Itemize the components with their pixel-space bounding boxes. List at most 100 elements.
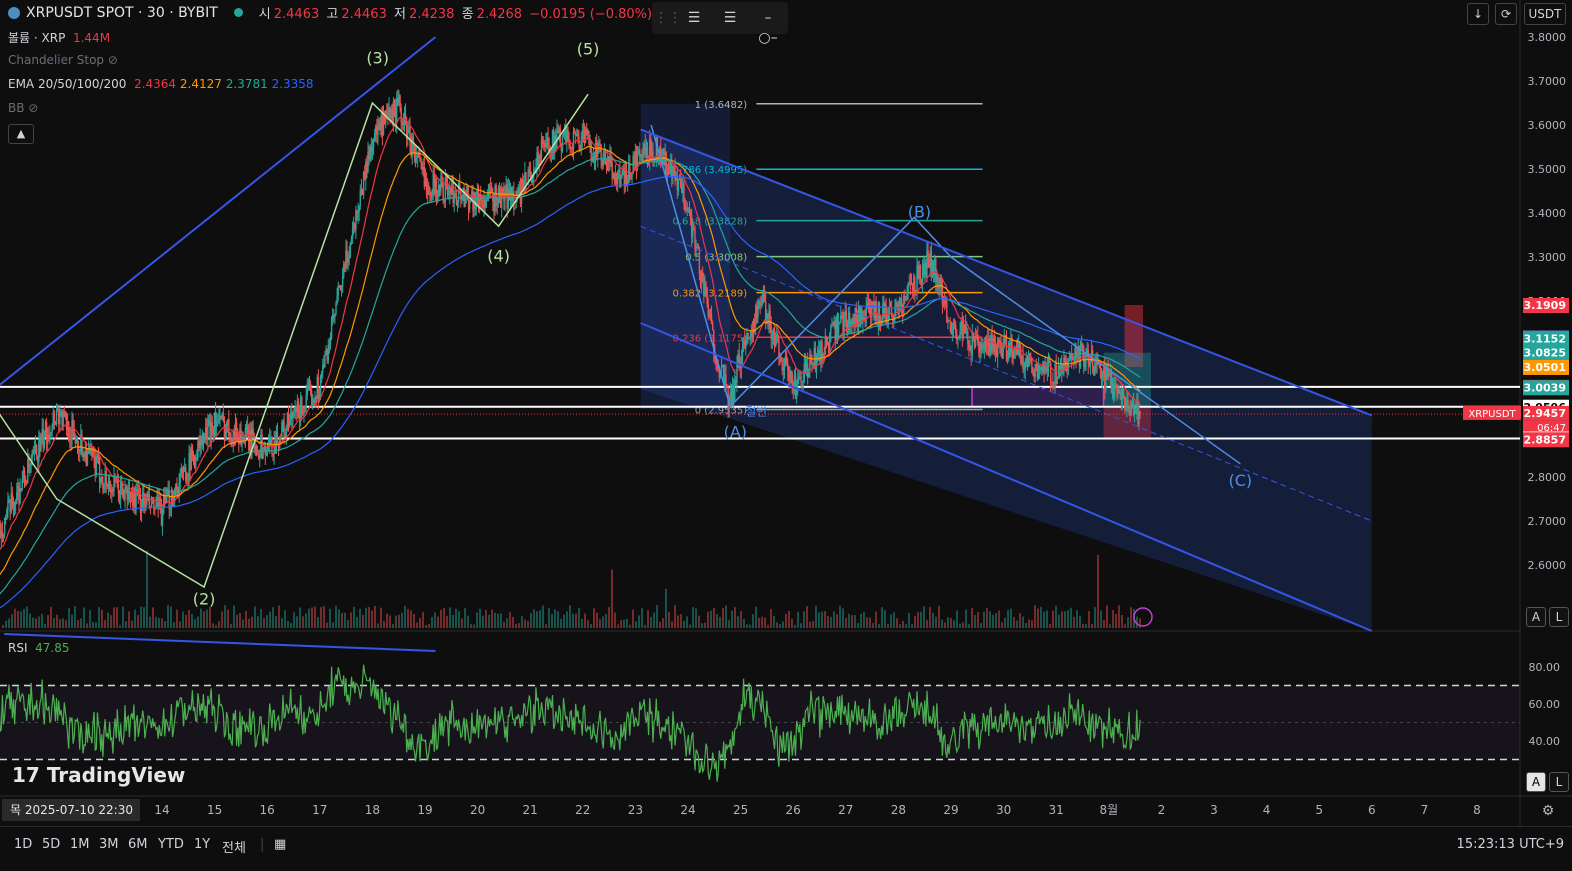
volume-bar xyxy=(464,608,466,628)
candle-body xyxy=(112,488,114,492)
candle-body xyxy=(713,330,715,352)
fib-settings-icon[interactable]: ☰ xyxy=(687,10,701,26)
candle-body xyxy=(26,482,28,484)
log-scale-button[interactable]: L xyxy=(1549,607,1569,627)
candle-body xyxy=(790,370,792,374)
candle-body xyxy=(182,468,185,472)
candle-body xyxy=(714,351,716,360)
candle-body xyxy=(430,194,432,198)
candle-body xyxy=(1037,364,1040,379)
candle-body xyxy=(918,265,920,279)
auto-scale-button[interactable]: A xyxy=(1526,607,1546,627)
candle-body xyxy=(103,483,105,489)
hidden-eye-icon[interactable]: ⊘ xyxy=(28,101,39,115)
candle-body xyxy=(741,348,744,359)
volume-bar xyxy=(350,612,352,628)
candle-body xyxy=(93,456,95,459)
currency-select[interactable]: USDT xyxy=(1524,3,1566,25)
candle-body xyxy=(1030,356,1032,361)
price-badge xyxy=(1523,380,1569,396)
candle-body xyxy=(582,130,585,133)
candle-body xyxy=(115,480,117,482)
volume-bar xyxy=(146,550,148,628)
bb-legend[interactable]: BB ⊘ xyxy=(8,101,39,115)
volume-bar xyxy=(83,607,85,628)
candle-body xyxy=(116,480,118,485)
candle-body xyxy=(838,322,841,324)
candle-body xyxy=(1008,343,1010,358)
candle-body xyxy=(864,316,866,323)
volume-bar xyxy=(710,610,712,628)
candle-body xyxy=(653,159,655,162)
chandelier-legend[interactable]: Chandelier Stop ⊘ xyxy=(8,53,118,67)
hidden-eye-icon[interactable]: ⊘ xyxy=(107,53,118,67)
candle-body xyxy=(38,439,40,462)
candle-body xyxy=(507,188,510,209)
candle-body xyxy=(639,150,641,157)
rsi-auto-scale-button[interactable]: A xyxy=(1526,772,1546,792)
candle-body xyxy=(782,367,785,371)
volume-bar xyxy=(224,605,226,628)
range-1d[interactable]: 1D xyxy=(14,837,33,852)
rsi-legend[interactable]: RSI 47.85 xyxy=(8,641,70,655)
volume-bar xyxy=(500,613,502,628)
volume-bar xyxy=(818,612,820,628)
volume-bar xyxy=(518,623,520,628)
calendar-icon[interactable]: ▦ xyxy=(274,837,287,852)
candle-body xyxy=(230,437,232,440)
range-5d[interactable]: 5D xyxy=(42,837,61,852)
volume-bar xyxy=(1043,611,1045,628)
candle-body xyxy=(840,315,842,323)
range-ytd[interactable]: YTD xyxy=(158,837,184,852)
time-tick-label: 16 xyxy=(260,803,275,817)
candle-body xyxy=(1114,383,1116,398)
candle-body xyxy=(402,122,405,126)
range-3m[interactable]: 3M xyxy=(99,837,119,852)
candle-body xyxy=(298,413,301,420)
volume-bar xyxy=(959,623,961,628)
download-button[interactable]: ↓ xyxy=(1467,3,1489,25)
candle-body xyxy=(542,143,545,145)
candle-body xyxy=(287,412,290,427)
range-all[interactable]: 전체 xyxy=(222,841,246,856)
collapse-legend-button[interactable]: ▲ xyxy=(8,124,34,144)
volume-bar xyxy=(74,606,76,628)
candle-body xyxy=(31,450,33,458)
volume-legend[interactable]: 볼륨 · XRP 1.44M xyxy=(8,31,111,45)
candle-body xyxy=(699,273,702,285)
volume-bar xyxy=(713,607,715,628)
divider: | xyxy=(260,837,265,852)
volume-bar xyxy=(164,621,166,628)
event-marker-icon xyxy=(1133,607,1153,627)
ema-legend[interactable]: EMA 20/50/100/200 2.4364 2.4127 2.3781 2… xyxy=(8,77,314,91)
candle-body xyxy=(464,193,466,207)
candle-body xyxy=(583,132,586,143)
line-tool-icon[interactable]: –○– xyxy=(758,10,778,46)
volume-bar xyxy=(308,608,310,628)
candle-body xyxy=(875,301,877,321)
volume-bar xyxy=(389,615,391,628)
symbol-title[interactable]: XRPUSDT SPOT · 30 · BYBIT xyxy=(26,4,218,21)
candle-body xyxy=(296,401,299,412)
clock[interactable]: 15:23:13 UTC+9 xyxy=(1456,837,1564,852)
fullscreen-button[interactable]: ⟳ xyxy=(1495,3,1517,25)
volume-bar xyxy=(905,624,907,628)
candle-body xyxy=(495,185,497,206)
time-tick-label: 28 xyxy=(891,803,906,817)
candle-body xyxy=(325,348,327,355)
candle-body xyxy=(548,147,550,152)
volume-bar xyxy=(557,611,559,628)
volume-bar xyxy=(419,617,421,628)
candle-body xyxy=(222,413,225,421)
range-6m[interactable]: 6M xyxy=(128,837,148,852)
line-settings-icon[interactable]: ☰ xyxy=(723,10,737,26)
candle-body xyxy=(232,430,234,444)
rsi-log-scale-button[interactable]: L xyxy=(1549,772,1569,792)
candle-body xyxy=(1059,364,1062,369)
range-1y[interactable]: 1Y xyxy=(194,837,211,852)
settings-gear-icon: ⚙ xyxy=(1542,803,1555,819)
drag-handle-icon[interactable]: ⋮⋮ xyxy=(654,10,682,26)
candle-body xyxy=(644,143,646,156)
range-1m[interactable]: 1M xyxy=(70,837,90,852)
